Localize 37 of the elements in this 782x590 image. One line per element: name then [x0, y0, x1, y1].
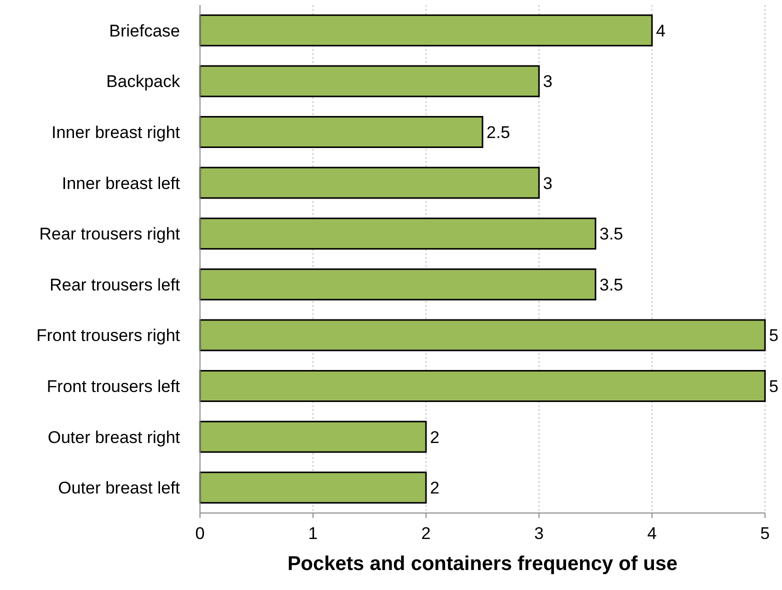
data-label: 3.5	[600, 275, 624, 294]
bar	[199, 472, 427, 504]
data-label: 5	[769, 376, 778, 396]
bar	[199, 65, 540, 98]
x-tick-label: 5	[760, 524, 770, 543]
y-tick-label: Front trousers left	[46, 376, 180, 396]
y-tick-label: Inner breast left	[62, 174, 180, 193]
x-tick-label: 0	[195, 524, 205, 543]
data-label: 3	[543, 174, 552, 193]
data-label: 2	[430, 478, 440, 498]
bar	[199, 218, 596, 250]
y-tick-label: Front trousers right	[36, 326, 180, 346]
bar	[199, 319, 766, 352]
y-tick-label: Rear trousers left	[50, 275, 180, 294]
x-tick-label: 4	[647, 524, 657, 543]
y-tick-label: Backpack	[106, 72, 180, 92]
bar	[199, 14, 653, 46]
x-tick-label: 3	[534, 524, 544, 543]
y-tick-label: Rear trousers right	[39, 224, 180, 244]
bar	[199, 116, 484, 148]
bar	[199, 166, 540, 199]
bar	[199, 268, 596, 300]
data-label: 2.5	[486, 122, 510, 142]
data-label: 2	[430, 428, 440, 447]
bar	[199, 370, 766, 402]
bar	[199, 420, 427, 453]
y-tick-label: Inner breast right	[51, 122, 180, 142]
x-tick-label: 1	[308, 524, 318, 543]
data-label: 4	[656, 21, 666, 40]
data-label: 5	[769, 326, 778, 346]
data-label: 3.5	[600, 224, 624, 244]
data-label: 3	[543, 72, 552, 92]
y-tick-label: Outer breast left	[58, 478, 180, 498]
x-tick-label: 2	[421, 524, 431, 543]
y-tick-label: Outer breast right	[48, 428, 180, 447]
x-axis-title: Pockets and containers frequency of use	[287, 553, 678, 575]
y-tick-label: Briefcase	[109, 21, 180, 40]
